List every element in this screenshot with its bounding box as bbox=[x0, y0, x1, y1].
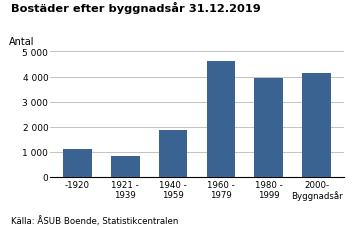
Bar bbox=[159, 131, 187, 177]
Text: Bostäder efter byggnadsår 31.12.2019: Bostäder efter byggnadsår 31.12.2019 bbox=[11, 2, 261, 14]
Bar bbox=[302, 73, 331, 177]
Text: Källa: ÅSUB Boende, Statistikcentralen: Källa: ÅSUB Boende, Statistikcentralen bbox=[11, 215, 178, 225]
Text: Antal: Antal bbox=[9, 37, 34, 47]
Bar bbox=[111, 156, 140, 177]
Bar bbox=[63, 150, 92, 177]
Bar bbox=[255, 78, 283, 177]
Bar bbox=[207, 62, 235, 177]
